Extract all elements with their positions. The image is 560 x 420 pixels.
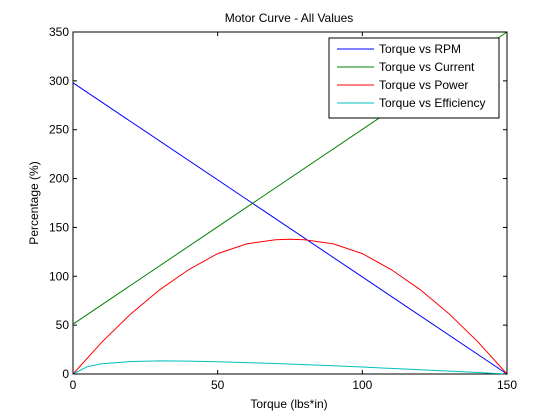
y-tick-label: 300 xyxy=(49,74,69,88)
x-tick-label: 0 xyxy=(70,378,77,392)
chart-title: Motor Curve - All Values xyxy=(225,11,354,25)
y-tick-label: 50 xyxy=(56,318,70,332)
x-tick-label: 50 xyxy=(211,378,225,392)
y-tick-label: 150 xyxy=(49,220,69,234)
legend: Torque vs RPM Torque vs Current Torque vs … xyxy=(328,37,500,119)
ticks-layer: 0 50 100 150 0 50 100 150 200 250 300 350 xyxy=(49,25,517,392)
series-line-2 xyxy=(72,238,508,375)
legend-label-2: Torque vs Power xyxy=(379,78,468,92)
legend-box xyxy=(328,37,500,119)
x-tick-label: 150 xyxy=(497,378,517,392)
y-tick-label: 250 xyxy=(49,123,69,137)
legend-label-1: Torque vs Current xyxy=(379,60,475,74)
x-tick-label: 100 xyxy=(352,378,372,392)
y-axis-label: Percentage (%) xyxy=(27,161,41,244)
y-tick-label: 100 xyxy=(49,269,69,283)
y-tick-label: 350 xyxy=(49,25,69,39)
legend-label-3: Torque vs Efficiency xyxy=(379,96,486,110)
series-line-3 xyxy=(72,360,508,375)
y-tick-label: 200 xyxy=(49,172,69,186)
y-tick-label: 0 xyxy=(62,367,69,381)
series-line-0 xyxy=(72,82,508,375)
x-axis-label: Torque (lbs*in) xyxy=(250,397,327,411)
legend-label-0: Torque vs RPM xyxy=(379,42,461,56)
